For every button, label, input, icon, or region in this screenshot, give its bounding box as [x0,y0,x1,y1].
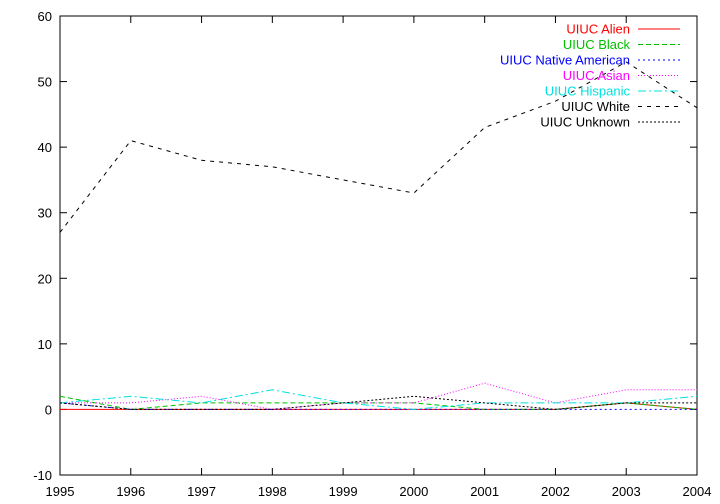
axis-ticks: 1995 1996 1997 1998 1999 2000 2001 2002 2003 2004… [33,9,711,499]
x-tick-label: 2002 [541,484,570,499]
x-tick-label: 1999 [329,484,358,499]
legend-label: UIUC Unknown [540,115,630,130]
x-tick-label: 1996 [116,484,145,499]
x-tick-label: 1998 [258,484,287,499]
y-tick-label: 20 [38,271,52,286]
series-line-6 [59,395,697,410]
y-tick-label: 50 [38,75,52,90]
y-tick-label: 0 [45,402,52,417]
plot-frame [59,15,698,476]
legend-label: UIUC Alien [566,22,630,37]
y-tick-label: 60 [38,9,52,24]
legend-label: UIUC Black [563,37,631,52]
legend-label: UIUC White [561,99,630,114]
legend-label: UIUC Native American [500,53,630,68]
y-tick-label: 40 [38,140,52,155]
y-tick-label: 10 [38,337,52,352]
y-tick-label: 30 [38,206,52,221]
x-tick-label: 2003 [612,484,641,499]
series-line-4 [59,389,698,410]
legend-label: UIUC Asian [563,68,630,83]
series-lines [59,61,698,410]
x-tick-label: 2000 [399,484,428,499]
x-tick-label: 1995 [46,484,75,499]
legend-label: UIUC Hispanic [545,84,631,99]
x-tick-label: 2001 [470,484,499,499]
series-line-2 [59,402,697,410]
y-tick-label: -10 [33,468,52,483]
x-tick-label: 1997 [187,484,216,499]
x-tick-label: 2004 [683,484,712,499]
